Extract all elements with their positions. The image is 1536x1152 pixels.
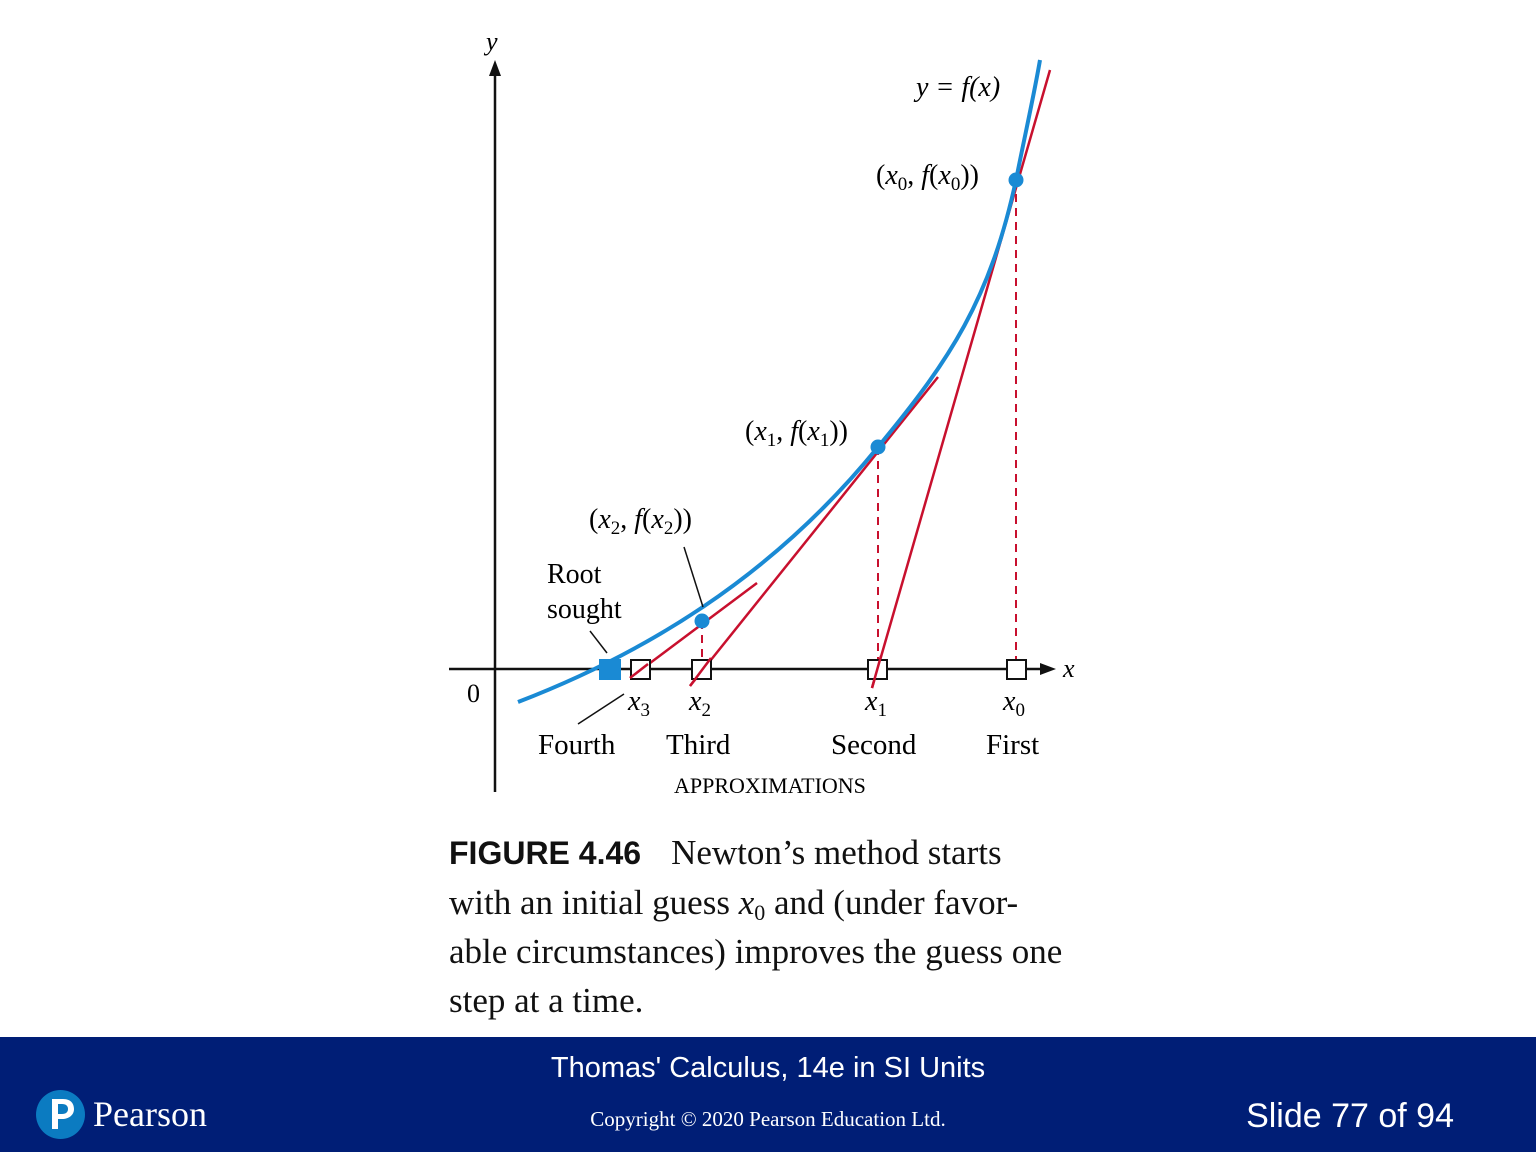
root-sought-label-line2: sought	[547, 594, 622, 625]
tangent-line-x0	[870, 69, 1052, 689]
point-x0	[1008, 172, 1024, 188]
curve-label: y = f(x)	[913, 72, 1000, 103]
tangent-line-x2	[629, 581, 758, 680]
tangent-crossing-x2	[689, 657, 712, 687]
slide-number: Slide 77 of 94	[1246, 1097, 1454, 1135]
book-title: Thomas' Calculus, 14e in SI Units	[550, 1052, 986, 1084]
leader-line-x2-point	[683, 546, 704, 608]
newton-method-figure: y x 0 y = f(x) (x0, f(x0)) (x1, f(x1)) (…	[449, 27, 1075, 798]
order-label-first: First	[986, 729, 1039, 761]
caption-text-start: Newton’s method starts with an initial g…	[449, 833, 1002, 922]
origin-label: 0	[467, 679, 480, 708]
tick-label-x2: x2	[688, 686, 711, 721]
order-label-second: Second	[831, 729, 917, 761]
x-axis-arrowhead	[1040, 663, 1056, 675]
point-x2	[694, 613, 710, 629]
x-axis-label: x	[1062, 654, 1075, 683]
root-sought-label-line1: Root	[547, 559, 602, 590]
y-axis-arrowhead	[489, 60, 501, 76]
order-label-third: Third	[666, 729, 731, 761]
marker-x0	[1006, 659, 1027, 680]
point-x1	[870, 439, 886, 455]
tick-label-x0: x0	[1002, 686, 1025, 721]
point-label-x2: (x2, f(x2))	[589, 504, 692, 539]
tick-label-x3: x3	[627, 686, 650, 721]
point-label-x1: (x1, f(x1))	[745, 416, 848, 451]
order-label-fourth: Fourth	[538, 729, 616, 761]
slide-footer: Thomas' Calculus, 14e in SI Units Copyri…	[0, 1037, 1536, 1152]
pearson-wordmark: Pearson	[93, 1094, 207, 1134]
tick-label-x1: x1	[864, 686, 887, 721]
root-marker	[599, 659, 621, 680]
function-curve	[517, 59, 1042, 704]
tangent-crossing-x3	[629, 663, 649, 679]
caption-subscript: 0	[754, 900, 766, 925]
approximations-label: APPROXIMATIONS	[674, 773, 866, 798]
caption-variable: x	[738, 883, 755, 922]
copyright-text: Copyright © 2020 Pearson Education Ltd.	[590, 1107, 946, 1131]
pearson-logo: Pearson	[36, 1087, 207, 1141]
leader-line-root	[589, 630, 608, 654]
point-label-x0: (x0, f(x0))	[876, 160, 979, 195]
figure-number: FIGURE 4.46	[449, 835, 642, 871]
tangent-line-x1	[689, 376, 939, 687]
leader-line-fourth	[577, 693, 625, 725]
tangent-crossing-x1	[870, 655, 883, 689]
pearson-logo-icon	[36, 1089, 85, 1139]
figure-caption: FIGURE 4.46 Newton’s method starts with a…	[449, 828, 1069, 1025]
y-axis-label: y	[483, 27, 498, 56]
caption-text-end: and (under favor-able circumstances) imp…	[449, 883, 1063, 1020]
